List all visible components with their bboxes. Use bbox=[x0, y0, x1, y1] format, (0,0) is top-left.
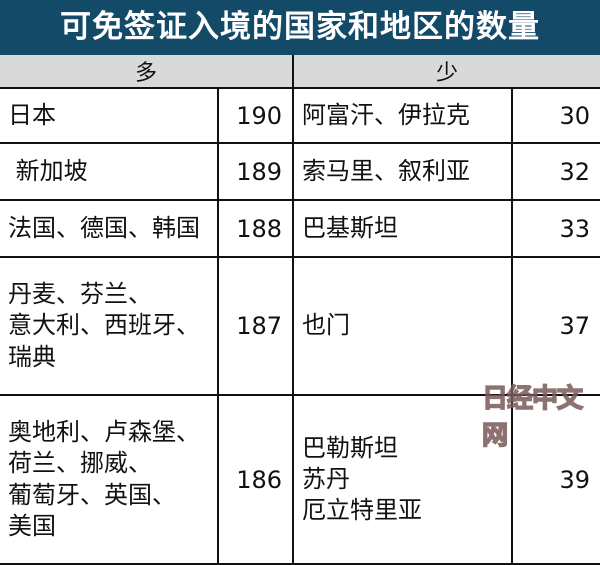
less-countries: 巴勒斯坦 苏丹厄立特里亚 bbox=[292, 394, 514, 565]
table-row: 日本 190 阿富汗、伊拉克 30 bbox=[0, 87, 600, 144]
less-countries: 巴基斯坦 bbox=[292, 199, 514, 258]
less-countries: 阿富汗、伊拉克 bbox=[292, 87, 514, 144]
country-line: 荷兰、挪威、 bbox=[8, 449, 152, 478]
more-countries: 奥地利、卢森堡、 荷兰、挪威、 葡萄牙、英国、 美国 bbox=[0, 394, 219, 565]
country-line: 也门 bbox=[302, 311, 351, 340]
country-line: 阿富汗、伊拉克 bbox=[302, 100, 471, 129]
watermark-logo: 日经中文网 bbox=[481, 383, 584, 452]
less-count: 39 bbox=[511, 394, 600, 565]
visa-free-table: 多 少 日本 190 阿富汗、伊拉克 30 新加坡 189 索马里、叙利亚 32 法国、德国、… bbox=[0, 55, 600, 565]
country-line: 巴勒斯坦 bbox=[302, 433, 399, 462]
more-count: 189 bbox=[216, 142, 295, 201]
country-line: 美国 bbox=[8, 511, 56, 540]
country-line: 厄立特里亚 bbox=[302, 496, 423, 525]
country-line: 巴基斯坦 bbox=[302, 213, 399, 242]
country-line: 奥地利、卢森堡、 bbox=[8, 418, 200, 447]
country-line: 意大利、西班牙、 bbox=[8, 311, 200, 340]
more-countries: 丹麦、芬兰、 意大利、西班牙、 瑞典 bbox=[0, 256, 219, 396]
table-title: 可免签证入境的国家和地区的数量 bbox=[0, 0, 600, 55]
more-count: 188 bbox=[216, 199, 295, 258]
country-line: 日本 bbox=[8, 100, 56, 129]
less-count: 32 bbox=[511, 142, 600, 201]
less-count: 30 bbox=[511, 87, 600, 144]
more-count: 187 bbox=[216, 256, 295, 396]
country-line: 苏丹 bbox=[302, 464, 351, 493]
country-line: 新加坡 bbox=[8, 156, 88, 185]
more-countries: 法国、德国、韩国 bbox=[0, 199, 219, 258]
country-line: 索马里、叙利亚 bbox=[302, 156, 471, 185]
less-countries: 也门 bbox=[292, 256, 514, 396]
less-countries: 索马里、叙利亚 bbox=[292, 142, 514, 201]
more-countries: 日本 bbox=[0, 87, 219, 144]
header-more: 多 bbox=[0, 55, 295, 89]
country-line: 丹麦、芬兰、 bbox=[8, 280, 152, 309]
country-line: 葡萄牙、英国、 bbox=[8, 480, 176, 509]
more-count: 186 bbox=[216, 394, 295, 565]
table-row: 法国、德国、韩国 188 巴基斯坦 33 bbox=[0, 199, 600, 258]
more-countries: 新加坡 bbox=[0, 142, 219, 201]
table-row: 奥地利、卢森堡、 荷兰、挪威、 葡萄牙、英国、 美国 186 巴勒斯坦 苏丹 厄立特里亚 39 bbox=[0, 394, 600, 565]
table-row: 新加坡 189 索马里、叙利亚 32 bbox=[0, 142, 600, 201]
more-count: 190 bbox=[216, 87, 295, 144]
header-less: 少 bbox=[292, 55, 600, 89]
country-line: 瑞典 bbox=[8, 342, 56, 371]
less-count: 37 bbox=[511, 256, 600, 396]
table-row: 丹麦、芬兰、 意大利、西班牙、 瑞典 187 也门 37 bbox=[0, 256, 600, 396]
less-count: 33 bbox=[511, 199, 600, 258]
country-line: 法国、德国、韩国 bbox=[8, 213, 200, 242]
